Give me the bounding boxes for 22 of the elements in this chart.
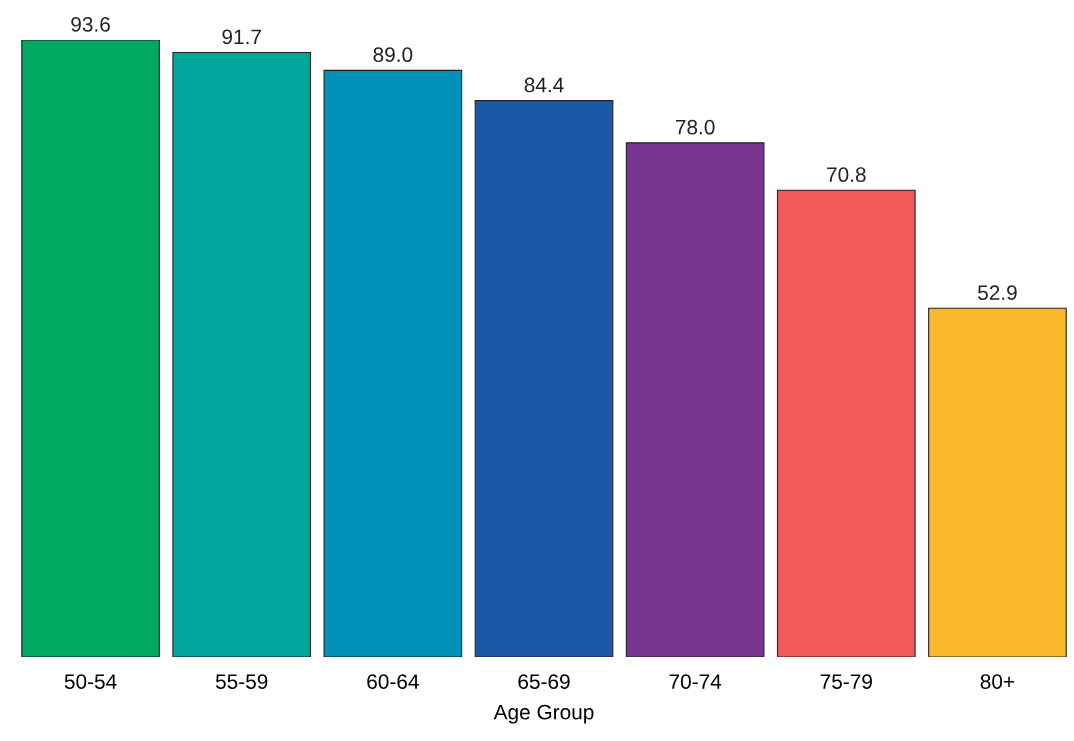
data-label: 93.6 bbox=[71, 16, 110, 32]
bar bbox=[474, 100, 614, 657]
bar bbox=[21, 40, 160, 657]
data-label: 52.9 bbox=[977, 285, 1017, 301]
data-label: 89.0 bbox=[373, 47, 413, 63]
data-label: 70.8 bbox=[827, 167, 866, 183]
data-label: 84.4 bbox=[524, 77, 564, 93]
x-tick-label: 50-54 bbox=[64, 674, 117, 689]
bar bbox=[928, 307, 1067, 657]
x-tick-label: 70-74 bbox=[669, 674, 722, 689]
x-tick-label: 55-59 bbox=[215, 674, 268, 689]
data-label: 78.0 bbox=[675, 119, 715, 135]
x-tick-label: 65-69 bbox=[518, 674, 570, 689]
x-tick-label: 75-79 bbox=[820, 674, 872, 689]
data-label: 91.7 bbox=[222, 29, 261, 45]
x-axis-title: Age Group bbox=[493, 704, 594, 724]
x-tick-label: 80+ bbox=[980, 674, 1015, 689]
bar bbox=[172, 51, 312, 657]
bar bbox=[323, 69, 463, 657]
bar bbox=[776, 189, 916, 657]
x-tick-label: 60-64 bbox=[367, 674, 419, 689]
bar bbox=[625, 142, 765, 657]
